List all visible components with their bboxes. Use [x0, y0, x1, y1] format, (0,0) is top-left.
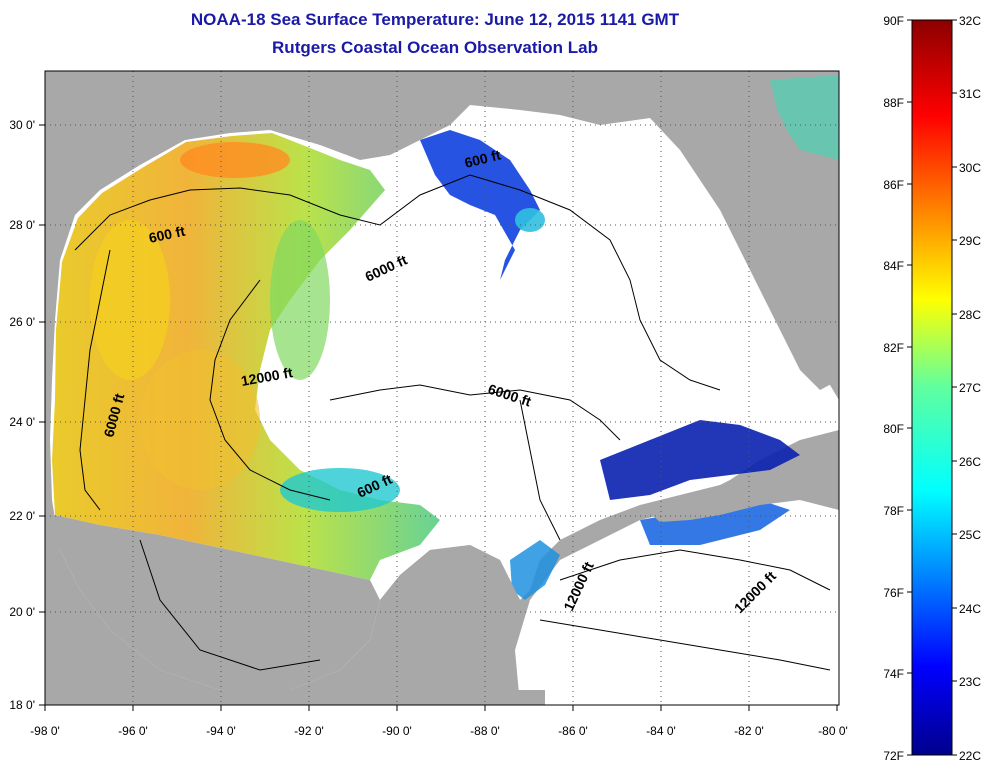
sst-mid-green [270, 220, 330, 380]
x-tick-label: -86 0' [558, 724, 588, 738]
contour-label-600-west: 600 ft [147, 223, 186, 246]
x-tick-label: -82 0' [734, 724, 764, 738]
colorbar-c-label: 23C [959, 675, 981, 689]
sst-warm-shelf [90, 220, 170, 380]
sst-hot-core [180, 142, 290, 178]
y-tick-label: 20 0' [9, 605, 35, 619]
map-frame [44, 70, 840, 706]
y-axis-labels: 30 0' 28 0' 26 0' 24 0' 22 0' 20 0' 18 0… [9, 118, 35, 712]
y-tick-label: 26 0' [9, 315, 35, 329]
land-bottom [45, 690, 545, 705]
x-tick-label: -90 0' [382, 724, 412, 738]
sst-delta-cyan [515, 208, 545, 232]
sst-yucatan-strip [510, 540, 560, 600]
colorbar-c-label: 30C [959, 161, 981, 175]
colorbar-c-label: 27C [959, 381, 981, 395]
colorbar-f-label: 86F [883, 178, 904, 192]
colorbar-f-label: 74F [883, 667, 904, 681]
sst-cool-campeche [280, 468, 400, 512]
x-tick-label: -88 0' [470, 724, 500, 738]
colorbar-f-label: 78F [883, 504, 904, 518]
colorbar-c-label: 32C [959, 14, 981, 28]
x-axis-labels: -98 0' -96 0' -94 0' -92 0' -90 0' -88 0… [30, 724, 848, 738]
cuba-land [640, 480, 839, 522]
sst-south-cuba [640, 500, 790, 545]
y-tick-label: 22 0' [9, 509, 35, 523]
x-tick-label: -80 0' [818, 724, 848, 738]
y-tick-label: 28 0' [9, 218, 35, 232]
colorbar-c-label: 22C [959, 749, 981, 763]
x-tick-label: -94 0' [206, 724, 236, 738]
map-title: NOAA-18 Sea Surface Temperature: June 12… [190, 10, 680, 29]
x-tick-label: -92 0' [294, 724, 324, 738]
colorbar-f-label: 80F [883, 422, 904, 436]
sst-warm-mid [140, 350, 260, 490]
colorbar-f-label: 82F [883, 341, 904, 355]
mexico-land [45, 515, 380, 690]
y-tick-label: 18 0' [9, 698, 35, 712]
x-tick-label: -96 0' [118, 724, 148, 738]
colorbar-c-label: 24C [959, 602, 981, 616]
caribbean-water [515, 495, 839, 705]
map-subtitle: Rutgers Coastal Ocean Observation Lab [272, 38, 598, 57]
colorbar-gradient [911, 19, 953, 756]
colorbar-c-label: 29C [959, 234, 981, 248]
y-tick-label: 30 0' [9, 118, 35, 132]
colorbar-c-label: 26C [959, 455, 981, 469]
y-tick-label: 24 0' [9, 415, 35, 429]
sst-cuba-band [600, 420, 800, 500]
x-tick-label: -98 0' [30, 724, 60, 738]
colorbar-f-label: 72F [883, 749, 904, 763]
colorbar-c-label: 31C [959, 87, 981, 101]
colorbar-f-label: 90F [883, 14, 904, 28]
sst-atlantic [770, 75, 839, 160]
lat-lon-grid [45, 71, 839, 705]
sst-delta-cold [420, 130, 540, 280]
colorbar-c-label: 28C [959, 308, 981, 322]
x-tick-label: -84 0' [646, 724, 676, 738]
florida-land [650, 90, 839, 390]
axis-ticks [39, 124, 838, 711]
colorbar-f-label: 88F [883, 96, 904, 110]
colorbar-f-label: 84F [883, 259, 904, 273]
colorbar-f-label: 76F [883, 586, 904, 600]
colorbar-c-label: 25C [959, 528, 981, 542]
bathymetry-contours [74, 174, 831, 671]
colorbar: 90F 88F 86F 84F 82F 80F 78F 76F 74F 72F … [883, 14, 981, 763]
